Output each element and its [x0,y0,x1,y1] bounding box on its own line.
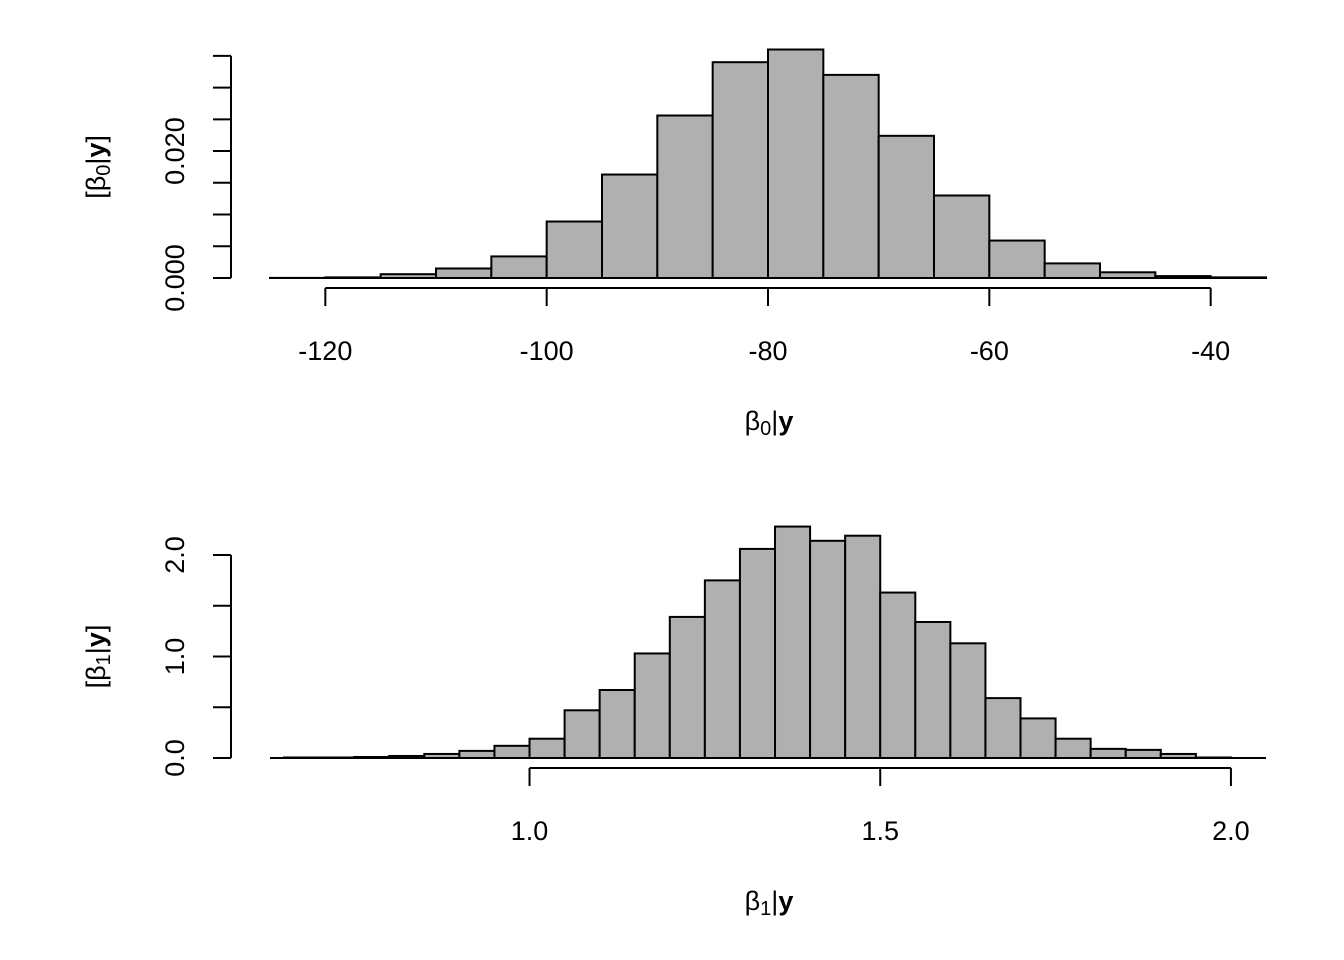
x-tick-label: -80 [748,336,787,366]
histogram-bar [809,539,847,759]
histogram-bar [703,579,741,759]
histogram-bar [1043,262,1101,280]
x-axis: -120 -100 -80 -60 -40 [298,287,1230,366]
label-part: [β [81,176,111,199]
histogram-panel-beta1: 1.0 1.5 2.00.01.02.0β1|y[β1|y] [81,525,1266,920]
label-part: [β [81,665,111,688]
y-axis: 0.000 0.020 [160,54,232,312]
histogram-bar [774,525,812,760]
label-part: 1 [93,654,115,665]
histogram-bar [767,48,825,279]
label-part: ] [81,625,111,633]
histogram-bar [458,749,496,760]
histogram-bar [933,194,991,279]
y-axis: 0.0 1.0 2.0 [160,536,232,777]
x-tick-label: -40 [1191,336,1230,366]
histogram-bar [988,239,1046,280]
histogram-bar [493,744,531,760]
label-part: y [778,406,793,436]
label-part: | [81,158,111,165]
histogram-bar [528,737,566,760]
label-part: β [745,886,761,916]
x-tick-label: -100 [520,336,574,366]
histogram-bar [656,114,714,279]
label-part: | [81,647,111,654]
label-part: y [778,886,793,916]
histogram-bar [738,547,777,759]
y-tick-label: 2.0 [160,536,190,574]
histogram-bar [633,652,671,760]
x-axis-label: β1|y [745,886,794,920]
histogram-bar [877,134,936,279]
y-axis-label: [β0|y] [81,135,115,199]
label-part: β [745,406,761,436]
histogram-bar [435,267,493,279]
histogram-bar [949,642,987,759]
label-part: | [771,406,778,436]
histogram-bar [822,73,880,279]
label-part: 0 [760,418,771,440]
label-part: y [81,143,111,158]
bars [269,48,1267,280]
histogram-bar [914,620,952,759]
x-tick-label: 1.5 [861,816,899,846]
x-tick-label: 2.0 [1212,816,1250,846]
label-part: | [771,886,778,916]
histogram-bar [984,697,1022,759]
histogram-bar [601,173,659,280]
histogram-bar [598,688,636,759]
y-tick-label: 0.0 [160,739,190,777]
label-part: y [81,632,111,647]
histogram-bar [844,534,882,760]
x-axis: 1.0 1.5 2.0 [511,767,1250,846]
x-axis-label: β0|y [745,406,794,440]
histogram-bar [1124,748,1162,760]
y-tick-label: 0.000 [160,244,190,312]
histogram-bar [1054,737,1092,760]
x-tick-label: 1.0 [511,816,549,846]
x-tick-label: -60 [970,336,1009,366]
y-tick-label: 1.0 [160,638,190,676]
y-axis-label: [β1|y] [81,625,115,689]
label-part: 1 [760,898,771,920]
histogram-bar [545,220,604,279]
bars [283,525,1232,760]
histogram-bar [563,709,601,759]
y-tick-label: 0.020 [160,117,190,185]
label-part: ] [81,135,111,143]
x-tick-label: -120 [298,336,352,366]
histogram-bar [490,255,548,279]
histogram-bar [711,61,770,279]
histogram-bar [1019,717,1057,759]
histogram-bar [668,615,706,759]
histogram-bar [1089,747,1127,759]
histogram-bar [879,591,917,759]
label-part: 0 [93,165,115,176]
